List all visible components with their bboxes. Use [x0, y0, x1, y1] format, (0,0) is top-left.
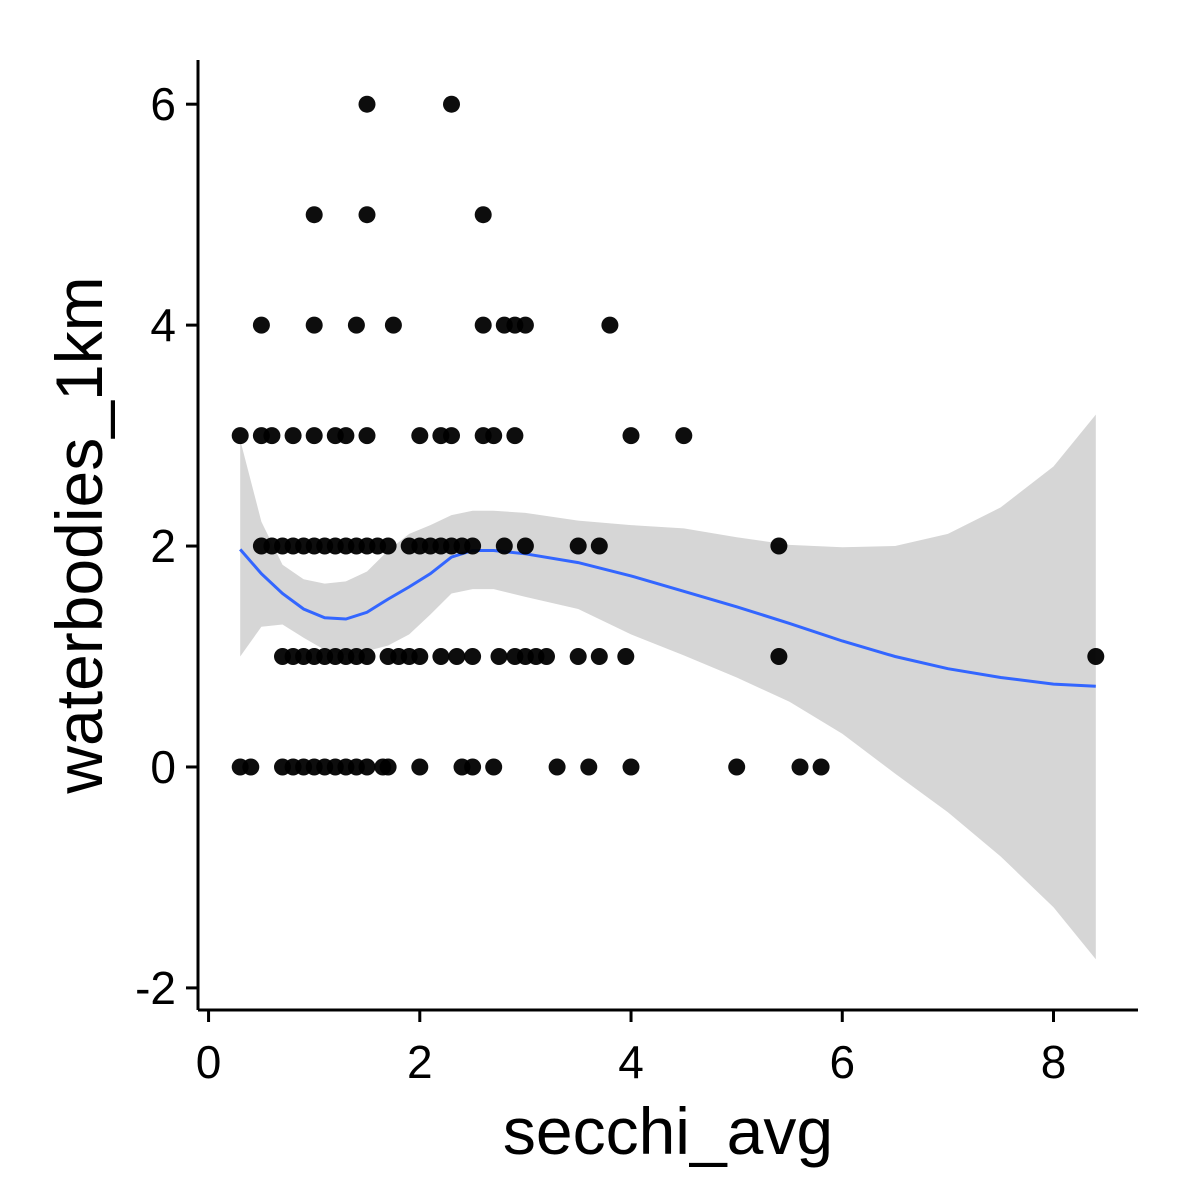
data-point	[569, 648, 587, 665]
data-point	[770, 648, 788, 665]
data-point	[590, 648, 608, 665]
data-point	[347, 316, 365, 334]
data-point	[443, 427, 460, 445]
data-point	[791, 758, 809, 776]
data-point	[495, 537, 513, 555]
y-tick-label: 2	[150, 520, 176, 572]
data-point	[252, 316, 270, 334]
data-point	[1087, 648, 1105, 665]
data-point	[569, 537, 587, 555]
data-point	[474, 206, 492, 224]
data-point	[379, 537, 397, 555]
data-point	[548, 758, 566, 776]
data-point	[601, 316, 619, 334]
data-point	[675, 427, 693, 445]
data-point	[590, 537, 608, 555]
smooth-line	[239, 548, 1096, 688]
x-axis-title: secchi_avg	[503, 1094, 833, 1168]
data-point	[411, 758, 429, 776]
data-point	[622, 427, 640, 445]
data-point	[464, 648, 482, 665]
data-point	[411, 648, 429, 665]
data-point	[622, 758, 640, 776]
data-point	[464, 537, 482, 555]
data-point	[379, 758, 397, 776]
x-tick-label: 0	[196, 1036, 222, 1088]
data-point	[474, 316, 492, 334]
data-point	[305, 427, 323, 445]
data-point	[242, 758, 260, 776]
data-point	[305, 316, 323, 334]
data-point	[263, 427, 281, 445]
data-point	[770, 537, 788, 555]
y-tick-label: 0	[150, 741, 176, 793]
data-point	[284, 427, 302, 445]
data-point	[358, 206, 376, 224]
data-point	[432, 648, 450, 665]
data-point	[516, 316, 534, 334]
x-tick-label: 4	[618, 1036, 644, 1088]
data-point	[231, 427, 249, 445]
smooth-line-layer	[239, 548, 1096, 688]
data-point	[305, 206, 323, 224]
data-points-layer	[231, 95, 1105, 776]
y-tick-label: -2	[135, 962, 176, 1014]
data-point	[485, 427, 503, 445]
data-point	[538, 648, 555, 665]
data-point	[464, 758, 482, 776]
data-point	[358, 427, 376, 445]
data-point	[443, 95, 460, 113]
y-axis-title: waterbodies_1km	[42, 276, 116, 794]
x-tick-label: 8	[1041, 1036, 1067, 1088]
data-point	[728, 758, 746, 776]
data-point	[506, 427, 524, 445]
data-point	[490, 648, 508, 665]
y-tick-label: 6	[150, 78, 176, 130]
data-point	[485, 758, 503, 776]
data-point	[617, 648, 635, 665]
data-point	[358, 758, 376, 776]
data-point	[448, 648, 466, 665]
data-point	[358, 648, 376, 665]
data-point	[384, 316, 402, 334]
data-point	[358, 95, 376, 113]
axes-layer: -2 0 2 4 6 0 2 4 6 8	[135, 60, 1138, 1088]
y-tick-label: 4	[150, 299, 176, 351]
data-point	[580, 758, 598, 776]
data-point	[812, 758, 830, 776]
data-point	[337, 427, 355, 445]
data-point	[411, 427, 429, 445]
data-point	[516, 537, 534, 555]
x-tick-label: 2	[407, 1036, 433, 1088]
x-tick-label: 6	[829, 1036, 855, 1088]
